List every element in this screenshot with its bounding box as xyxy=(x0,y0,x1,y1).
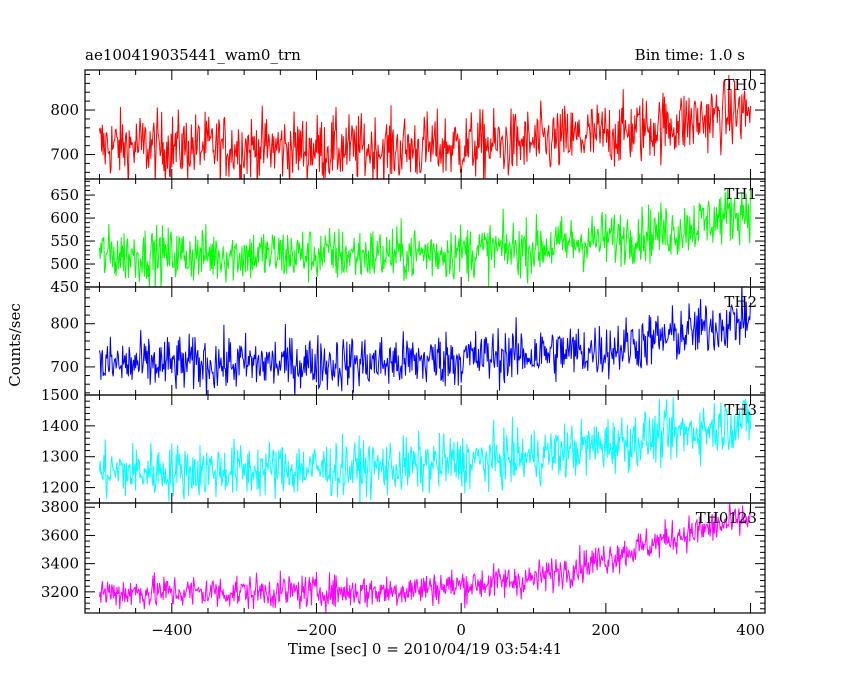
series-line-th0123 xyxy=(98,503,752,613)
chart-title: ae100419035441_wam0_trn xyxy=(85,46,301,64)
y-tick-label: 550 xyxy=(50,232,79,250)
y-tick-label: 450 xyxy=(50,278,79,296)
panel-frame xyxy=(84,502,766,614)
series-line-th2 xyxy=(98,287,752,395)
panel-th1: 450 500 550 600 650 TH1 xyxy=(50,178,766,296)
x-tick-labels: −400 −200 0 200 400 xyxy=(151,621,765,639)
y-tick-label: 600 xyxy=(50,209,79,227)
y-tick-label: 500 xyxy=(50,255,79,273)
panels-group: 700 800 TH0 450 500 550 600 650 TH1 700 800 TH2 1200… xyxy=(41,69,766,614)
panel-th3: 1200 1300 1400 1500 TH3 xyxy=(41,386,766,504)
panel-th0: 700 800 TH0 xyxy=(50,69,766,180)
y-tick-label: 700 xyxy=(50,146,79,164)
panel-label-th2: TH2 xyxy=(724,293,757,311)
panel-th0123: 3200 3400 3600 3800 TH0123 xyxy=(41,498,766,614)
panel-th2: 700 800 TH2 xyxy=(50,286,766,396)
panel-label-th0: TH0 xyxy=(724,76,757,94)
x-tick-label: −200 xyxy=(296,621,337,639)
y-tick-label: 800 xyxy=(50,315,79,333)
x-tick-label: 0 xyxy=(456,621,466,639)
y-tick-label: 1200 xyxy=(41,479,79,497)
panel-label-th3: TH3 xyxy=(724,401,757,419)
y-tick-label: 700 xyxy=(50,358,79,376)
y-tick-label: 1300 xyxy=(41,448,79,466)
x-tick-label: −400 xyxy=(151,621,192,639)
panel-label-th0123: TH0123 xyxy=(696,509,757,527)
y-tick-label: 3800 xyxy=(41,498,79,516)
y-tick-label: 650 xyxy=(50,186,79,204)
x-tick-label: 200 xyxy=(592,621,621,639)
y-tick-label: 1500 xyxy=(41,386,79,404)
series-line-th1 xyxy=(98,185,752,287)
y-tick-label: 800 xyxy=(50,101,79,119)
bin-time-label: Bin time: 1.0 s xyxy=(635,46,745,64)
y-tick-label: 3400 xyxy=(41,555,79,573)
y-tick-label: 1400 xyxy=(41,417,79,435)
series-line-th0 xyxy=(98,75,752,179)
y-axis-label: Counts/sec xyxy=(6,303,24,387)
y-tick-label: 3600 xyxy=(41,526,79,544)
y-tick-label: 3200 xyxy=(41,583,79,601)
x-tick-label: 400 xyxy=(736,621,765,639)
series-line-th3 xyxy=(98,397,752,503)
x-axis-label: Time [sec] 0 = 2010/04/19 03:54:41 xyxy=(288,640,562,658)
panel-label-th1: TH1 xyxy=(724,185,757,203)
